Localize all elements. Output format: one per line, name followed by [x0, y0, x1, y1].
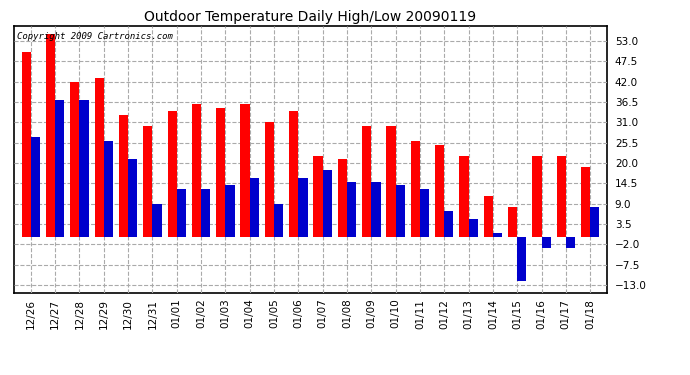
Bar — [337, 159, 347, 237]
Text: Copyright 2009 Cartronics.com: Copyright 2009 Cartronics.com — [17, 32, 172, 40]
Bar — [469, 219, 477, 237]
Bar — [31, 137, 40, 237]
Bar — [590, 207, 600, 237]
Bar — [70, 82, 79, 237]
Bar — [95, 78, 103, 237]
Bar — [298, 178, 308, 237]
Bar — [240, 104, 250, 237]
Bar — [216, 108, 226, 237]
Bar — [362, 126, 371, 237]
Bar — [119, 115, 128, 237]
Bar — [395, 185, 405, 237]
Bar — [192, 104, 201, 237]
Bar — [460, 156, 469, 237]
Bar — [144, 126, 152, 237]
Bar — [177, 189, 186, 237]
Bar — [411, 141, 420, 237]
Bar — [566, 237, 575, 248]
Bar — [104, 141, 113, 237]
Bar — [265, 122, 274, 237]
Bar — [79, 100, 89, 237]
Bar — [371, 182, 381, 237]
Bar — [168, 111, 177, 237]
Bar — [542, 237, 551, 248]
Bar — [152, 204, 161, 237]
Bar — [289, 111, 298, 237]
Bar — [313, 156, 323, 237]
Bar — [508, 207, 518, 237]
Bar — [444, 211, 453, 237]
Bar — [347, 182, 356, 237]
Bar — [274, 204, 284, 237]
Bar — [484, 196, 493, 237]
Bar — [226, 185, 235, 237]
Bar — [21, 52, 31, 237]
Bar — [557, 156, 566, 237]
Bar — [420, 189, 429, 237]
Bar — [323, 171, 332, 237]
Bar — [435, 145, 444, 237]
Bar — [250, 178, 259, 237]
Bar — [532, 156, 542, 237]
Bar — [581, 167, 590, 237]
Bar — [518, 237, 526, 281]
Bar — [55, 100, 64, 237]
Bar — [46, 34, 55, 237]
Bar — [493, 233, 502, 237]
Bar — [386, 126, 395, 237]
Title: Outdoor Temperature Daily High/Low 20090119: Outdoor Temperature Daily High/Low 20090… — [144, 10, 477, 24]
Bar — [201, 189, 210, 237]
Bar — [128, 159, 137, 237]
